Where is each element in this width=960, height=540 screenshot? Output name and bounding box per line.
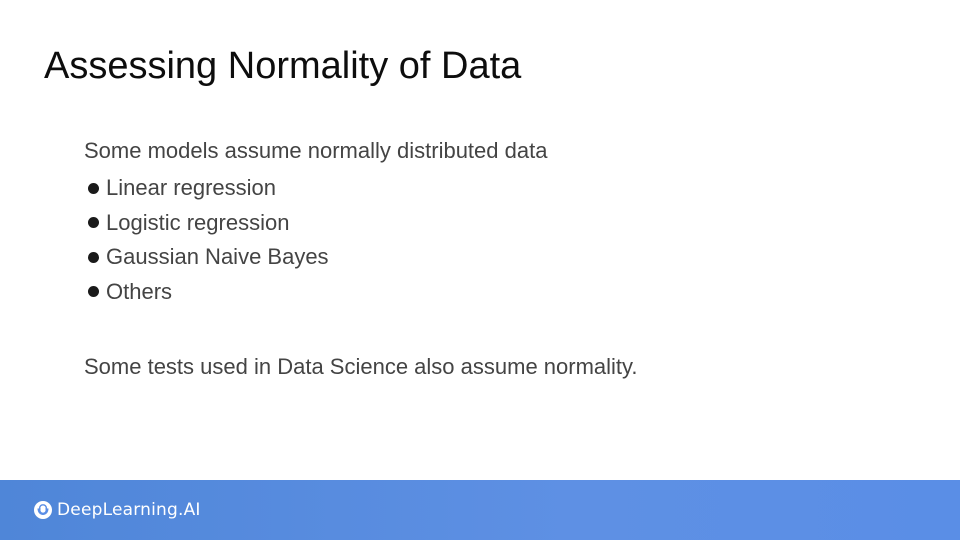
brand-name: DeepLearning.AI bbox=[57, 500, 201, 520]
deeplearning-logo-icon bbox=[34, 501, 52, 519]
footer-bar: DeepLearning.AI bbox=[0, 480, 960, 540]
bullet-icon bbox=[88, 286, 99, 298]
bullet-text: Linear regression bbox=[106, 175, 276, 201]
brand-logo: DeepLearning.AI bbox=[33, 499, 201, 521]
bullet-text: Gaussian Naive Bayes bbox=[106, 244, 329, 270]
intro-text: Some models assume normally distributed … bbox=[84, 138, 548, 163]
bullet-icon bbox=[88, 251, 99, 263]
slide-title: Assessing Normality of Data bbox=[44, 45, 522, 87]
list-item: Linear regression bbox=[84, 171, 329, 206]
bullet-icon bbox=[88, 217, 99, 229]
bullet-icon bbox=[88, 182, 99, 194]
bullet-list: Linear regression Logistic regression Ga… bbox=[84, 171, 329, 309]
bullet-text: Others bbox=[106, 278, 173, 304]
list-item: Others bbox=[84, 275, 329, 310]
list-item: Gaussian Naive Bayes bbox=[84, 240, 329, 275]
footnote-text: Some tests used in Data Science also ass… bbox=[84, 354, 638, 379]
bullet-text: Logistic regression bbox=[106, 209, 290, 235]
list-item: Logistic regression bbox=[84, 206, 329, 241]
